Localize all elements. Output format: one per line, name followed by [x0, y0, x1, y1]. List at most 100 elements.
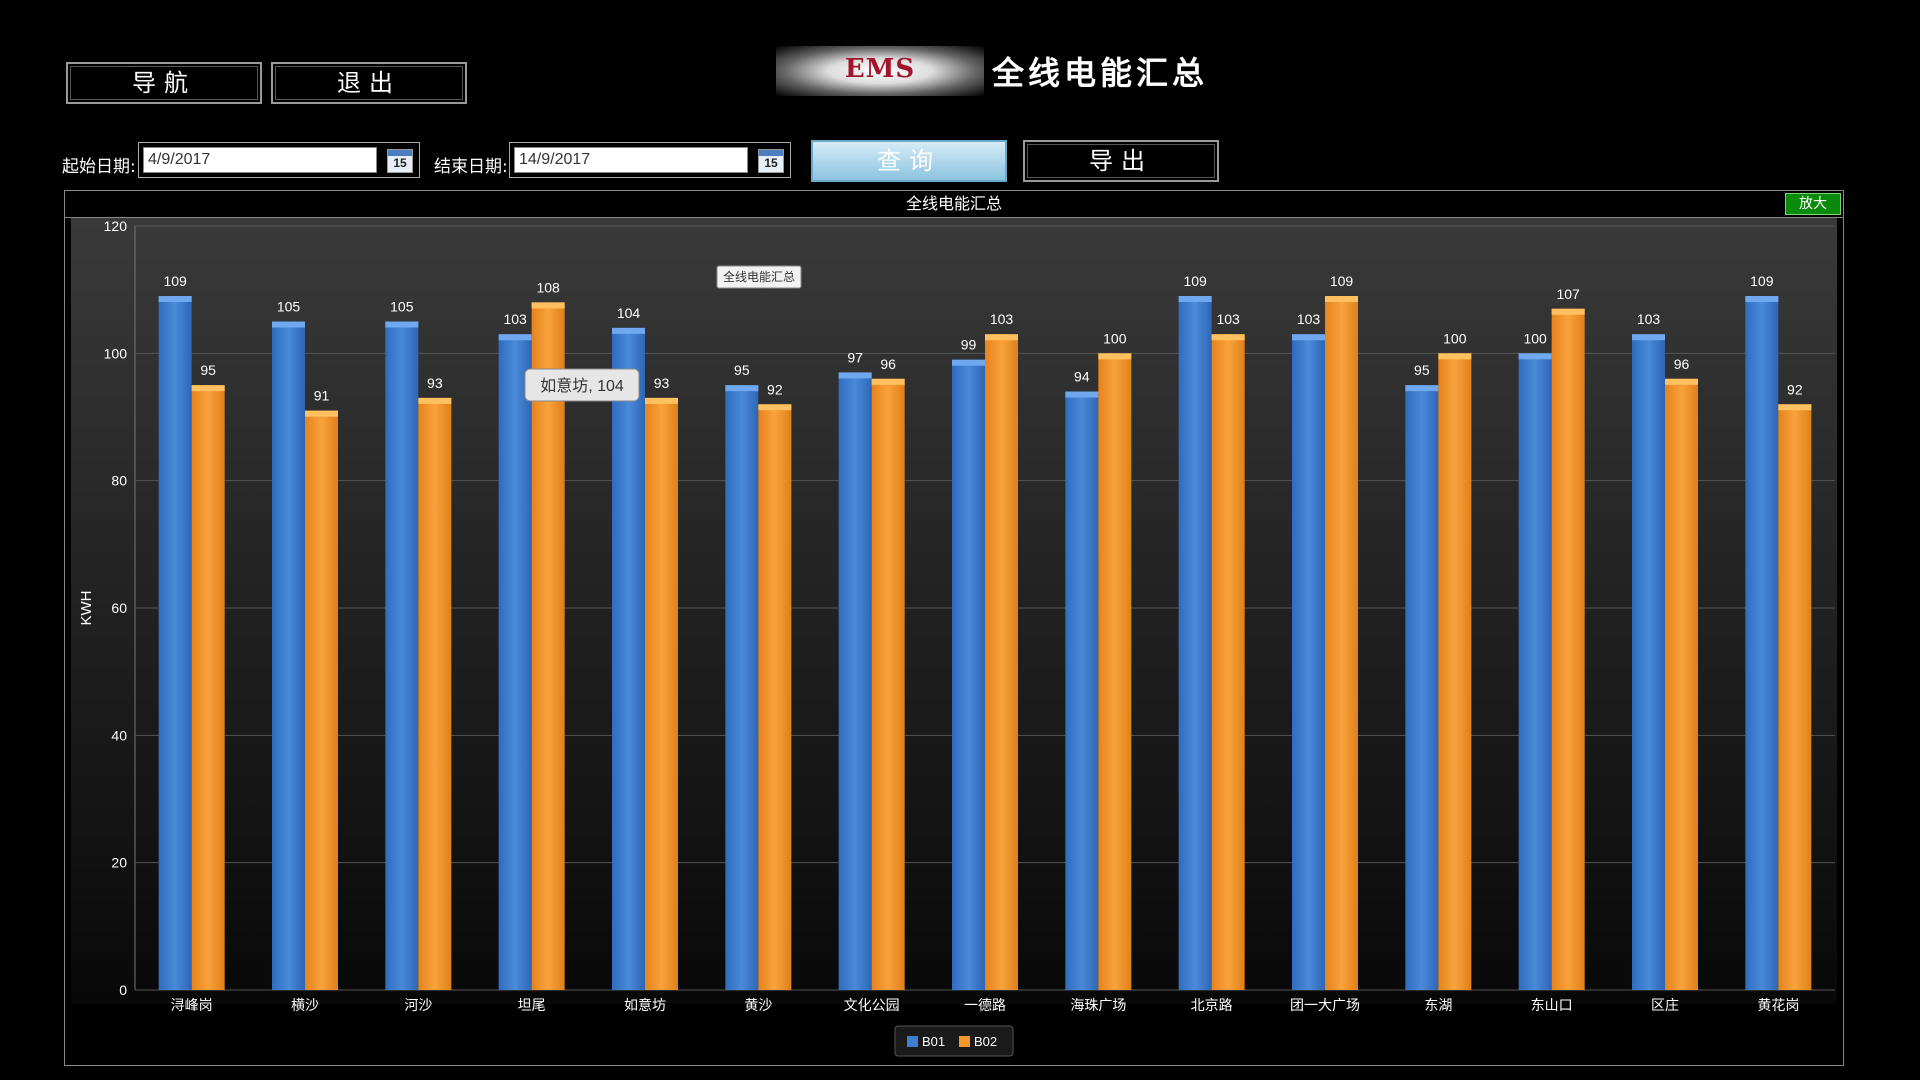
x-tick-label: 区庄 — [1651, 997, 1679, 1013]
data-label: 96 — [1674, 356, 1690, 372]
start-date-input[interactable] — [143, 147, 377, 173]
bar-b01[interactable] — [1292, 334, 1325, 990]
bar-b02[interactable] — [871, 378, 905, 990]
data-label: 109 — [163, 273, 187, 289]
chart-title-box — [716, 265, 802, 289]
data-label: 94 — [1074, 369, 1090, 385]
bar-cap — [1325, 296, 1358, 303]
bar-cap — [1438, 353, 1472, 360]
tooltip-text: 如意坊, 104 — [540, 376, 624, 395]
bar-cap — [1632, 334, 1665, 341]
bar-b02[interactable] — [191, 385, 225, 990]
data-label: 97 — [847, 349, 863, 365]
y-axis-label: KWH — [78, 591, 95, 626]
tooltip — [524, 368, 640, 402]
bar-b02[interactable] — [418, 397, 452, 990]
legend-item[interactable]: B01 — [922, 1034, 945, 1049]
zoom-button[interactable]: 放大 — [1785, 193, 1841, 215]
export-button[interactable]: 导出 — [1023, 140, 1219, 182]
nav-button[interactable]: 导航 — [66, 62, 262, 104]
data-label: 100 — [1103, 330, 1127, 346]
x-tick-label: 海珠广场 — [1070, 997, 1126, 1013]
bar-b02[interactable] — [305, 410, 338, 991]
data-label: 92 — [767, 381, 783, 397]
bar-cap — [1665, 378, 1698, 385]
y-tick-label: 60 — [111, 600, 127, 616]
bar-cap — [1178, 296, 1212, 303]
bar-cap — [1551, 308, 1585, 315]
bar-b02[interactable] — [1098, 353, 1132, 990]
bar-b02[interactable] — [1325, 296, 1358, 990]
bar-cap — [1098, 353, 1132, 360]
data-label: 104 — [617, 305, 641, 321]
bar-b02[interactable] — [1665, 378, 1698, 990]
bar-chart: 0 20 40 60 80 100 120 109 95 浔峰岗 105 91 横沙 105 93 河沙 103… — [71, 218, 1837, 1057]
bar-cap — [725, 385, 759, 392]
data-label: 105 — [277, 299, 301, 315]
x-tick-label: 团一大广场 — [1290, 997, 1360, 1013]
bar-b01[interactable] — [1065, 391, 1099, 990]
data-label: 103 — [1297, 311, 1321, 327]
x-tick-label: 坦尾 — [518, 997, 546, 1013]
bar-b01[interactable] — [612, 327, 645, 990]
bar-cap — [612, 327, 645, 334]
calendar-icon[interactable]: 15 — [387, 149, 413, 173]
bar-b02[interactable] — [758, 404, 792, 990]
bar-cap — [418, 397, 452, 404]
bar-b01[interactable] — [158, 296, 192, 990]
x-tick-label: 浔峰岗 — [171, 997, 213, 1013]
bar-cap — [838, 372, 872, 379]
bar-cap — [1065, 391, 1099, 398]
y-tick-label: 80 — [111, 473, 127, 489]
bar-b02[interactable] — [1778, 404, 1812, 990]
data-label: 95 — [1414, 362, 1430, 378]
bar-b01[interactable] — [952, 359, 985, 990]
y-tick-label: 0 — [119, 982, 127, 998]
x-tick-label: 黄沙 — [744, 997, 772, 1013]
bar-b01[interactable] — [1405, 385, 1439, 990]
bar-cap — [1292, 334, 1325, 341]
bar-b01[interactable] — [1518, 353, 1552, 990]
bar-cap — [1405, 385, 1439, 392]
bar-b02[interactable] — [1551, 308, 1585, 990]
bar-b02[interactable] — [985, 334, 1018, 990]
data-label: 100 — [1443, 330, 1467, 346]
bar-b02[interactable] — [1438, 353, 1472, 990]
bar-b01[interactable] — [1632, 334, 1665, 990]
query-button[interactable]: 查询 — [811, 140, 1007, 182]
bar-cap — [645, 397, 678, 404]
bar-b01[interactable] — [272, 321, 305, 991]
exit-button[interactable]: 退出 — [271, 62, 467, 104]
data-label: 103 — [503, 311, 527, 327]
bar-b01[interactable] — [725, 385, 759, 990]
bar-cap — [952, 359, 985, 366]
bar-b02[interactable] — [645, 397, 678, 990]
bar-cap — [158, 296, 192, 303]
bar-b01[interactable] — [1745, 296, 1779, 990]
data-label: 105 — [390, 299, 414, 315]
bar-b02[interactable] — [531, 302, 565, 990]
chart-panel-title: 全线电能汇总 放大 — [65, 191, 1843, 218]
data-label: 91 — [314, 388, 330, 404]
data-label: 93 — [427, 375, 443, 391]
bar-cap — [498, 334, 532, 341]
x-tick-label: 东湖 — [1424, 997, 1452, 1013]
x-tick-label: 黄花岗 — [1757, 997, 1799, 1013]
data-label: 96 — [880, 356, 896, 372]
bar-b01[interactable] — [1178, 296, 1212, 990]
y-tick-label: 20 — [111, 855, 127, 871]
bar-b01[interactable] — [498, 334, 532, 990]
data-label: 95 — [734, 362, 750, 378]
x-tick-label: 北京路 — [1191, 997, 1233, 1013]
y-tick-label: 40 — [111, 727, 127, 743]
bar-b02[interactable] — [1211, 334, 1245, 990]
bar-cap — [272, 321, 305, 328]
bar-b01[interactable] — [838, 372, 872, 990]
data-label: 92 — [1787, 381, 1803, 397]
end-date-picker: 15 — [509, 142, 791, 178]
end-date-input[interactable] — [514, 147, 748, 173]
calendar-icon[interactable]: 15 — [758, 149, 784, 173]
bar-b01[interactable] — [385, 321, 419, 991]
bar-cap — [305, 410, 338, 417]
legend-item[interactable]: B02 — [974, 1034, 997, 1049]
